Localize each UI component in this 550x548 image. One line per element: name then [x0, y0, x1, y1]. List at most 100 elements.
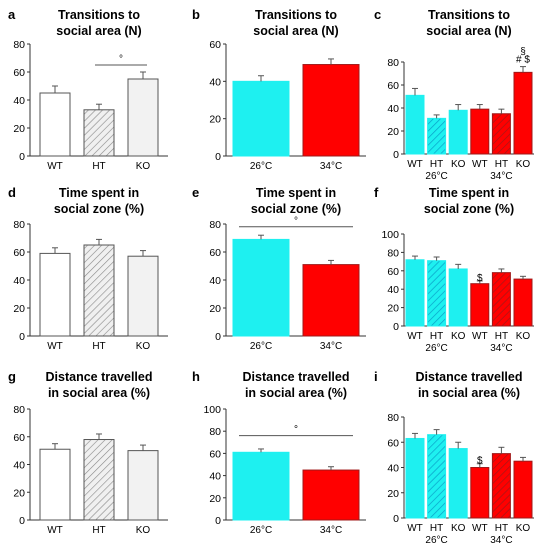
bar [302, 64, 360, 157]
bar [232, 238, 290, 337]
panel-letter: h [192, 369, 200, 384]
y-tick-label: 0 [393, 149, 399, 161]
chart-title-line: Distance travelled [46, 370, 153, 384]
chart-title-line: Time spent in [256, 186, 336, 200]
y-tick-label: 80 [387, 57, 399, 69]
bar [232, 451, 290, 521]
chart-title-line: in social area (%) [48, 386, 150, 400]
x-tick-label: WT [47, 161, 63, 172]
chart-title-line: social zone (%) [251, 202, 341, 216]
bar [491, 453, 511, 519]
x-tick-label: HT [92, 161, 105, 172]
x-tick-label: 26°C [250, 161, 272, 172]
x-tick-label: HT [92, 525, 105, 536]
x-tick-label: HT [92, 341, 105, 352]
y-tick-label: 0 [215, 331, 221, 343]
bar [513, 460, 533, 519]
panel-letter: b [192, 7, 200, 22]
y-tick-label: 0 [393, 513, 399, 525]
x-tick-label: 34°C [320, 161, 342, 172]
chart-title-line: social zone (%) [54, 202, 144, 216]
y-tick-label: 60 [13, 432, 25, 444]
y-tick-label: 20 [387, 303, 399, 315]
y-tick-label: 40 [387, 103, 399, 115]
bar [491, 113, 511, 155]
y-tick-label: 80 [209, 219, 221, 231]
bar [448, 268, 468, 327]
panel-letter: c [374, 7, 381, 22]
chart-title-line: in social area (%) [245, 386, 347, 400]
y-tick-label: 0 [19, 151, 25, 163]
x-tick-label: KO [451, 523, 466, 534]
group-label: 26°C [425, 171, 447, 182]
chart-title-line: social zone (%) [424, 202, 514, 216]
group-label: 34°C [490, 343, 512, 354]
x-tick-label: 34°C [320, 341, 342, 352]
chart-title-line: Distance travelled [416, 370, 523, 384]
chart-title-line: Distance travelled [243, 370, 350, 384]
x-tick-label: WT [407, 523, 423, 534]
bar [232, 80, 290, 157]
y-tick-label: 60 [13, 67, 25, 79]
x-tick-label: KO [516, 331, 531, 342]
x-tick-label: HT [495, 159, 508, 170]
bar [405, 259, 425, 327]
panel-h: h Distance travelled in social area (%) 0 20… [192, 369, 366, 536]
chart-title-line: Time spent in [429, 186, 509, 200]
significance-mark: ° [294, 425, 298, 436]
panel-c: c Transitions to social area (N) 0 20 40 60 80 W… [374, 7, 534, 182]
significance-symbol: $ [477, 273, 483, 284]
x-tick-label: 34°C [320, 525, 342, 536]
bar [83, 109, 115, 157]
significance-mark: ° [294, 216, 298, 227]
panel-letter: e [192, 185, 199, 200]
y-tick-label: 60 [387, 437, 399, 449]
bar [427, 434, 447, 519]
group-label: 26°C [425, 343, 447, 354]
y-tick-label: 100 [203, 404, 221, 416]
y-tick-label: 0 [393, 321, 399, 333]
y-tick-label: 40 [387, 284, 399, 296]
panel-a: a Transitions to social area (N) 0 20 40 60 80 W… [8, 7, 168, 172]
panel-d: d Time spent in social zone (%) 0 20 40 60 80 WT… [8, 185, 168, 352]
panel-b: b Transitions to social area (N) 0 20 40 60 26°… [192, 7, 366, 172]
bar [83, 439, 115, 521]
x-tick-label: KO [451, 159, 466, 170]
bar [39, 252, 71, 337]
y-tick-label: 40 [209, 275, 221, 287]
group-label: 34°C [490, 535, 512, 546]
x-tick-label: HT [495, 331, 508, 342]
x-tick-label: KO [516, 159, 531, 170]
y-tick-label: 60 [209, 247, 221, 259]
y-tick-label: 60 [209, 448, 221, 460]
bar [448, 448, 468, 519]
significance-mark: ° [119, 54, 123, 65]
x-tick-label: KO [136, 525, 151, 536]
bar [470, 283, 490, 327]
bar [127, 78, 159, 157]
group-label: 26°C [425, 535, 447, 546]
chart-title-line: Time spent in [59, 186, 139, 200]
y-tick-label: 20 [387, 126, 399, 138]
y-tick-label: 60 [13, 247, 25, 259]
panel-letter: a [8, 7, 16, 22]
y-tick-label: 40 [13, 460, 25, 472]
panel-letter: i [374, 369, 378, 384]
chart-title-line: social area (N) [426, 24, 511, 38]
panel-e: e Time spent in social zone (%) 0 20 40 60 80 26… [192, 185, 366, 352]
bar [127, 450, 159, 521]
y-tick-label: 20 [387, 488, 399, 500]
bar [405, 94, 425, 155]
bar [470, 467, 490, 519]
x-tick-label: KO [516, 523, 531, 534]
y-tick-label: 100 [381, 229, 399, 241]
y-tick-label: 80 [387, 247, 399, 259]
chart-title-line: Transitions to [428, 8, 510, 22]
y-tick-label: 80 [387, 412, 399, 424]
significance-symbol: $ [477, 456, 483, 467]
y-tick-label: 40 [13, 95, 25, 107]
x-tick-label: WT [472, 331, 488, 342]
x-tick-label: WT [407, 159, 423, 170]
group-label: 34°C [490, 171, 512, 182]
bar [427, 260, 447, 327]
